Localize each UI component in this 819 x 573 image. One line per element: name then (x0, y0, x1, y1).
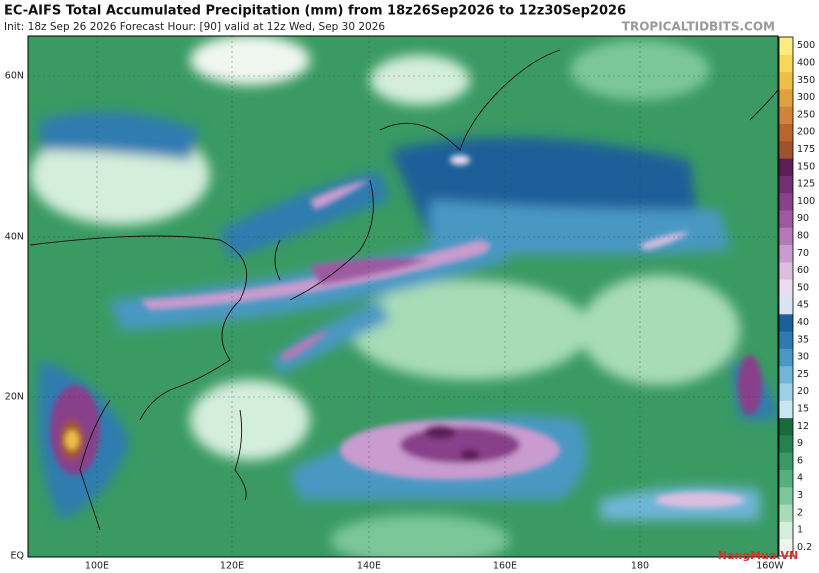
colorbar-label: 70 (797, 248, 809, 259)
colorbar-cell (779, 88, 793, 107)
graticule (28, 36, 778, 557)
colorbar-cell (779, 400, 793, 419)
colorbar-cell (779, 210, 793, 228)
colorbar-cell (779, 331, 793, 349)
colorbar-label: 25 (797, 369, 809, 380)
colorbar-label: 6 (797, 455, 803, 466)
colorbar-label: 125 (797, 179, 815, 190)
colorbar-label: 45 (797, 300, 809, 311)
colorbar-cell (779, 140, 793, 159)
colorbar-cell (779, 192, 793, 211)
colorbar-label: 350 (797, 75, 815, 86)
colorbar-cell (779, 383, 793, 401)
colorbar-label: 15 (797, 403, 809, 414)
map-subtitle: Init: 18z Sep 26 2026 Forecast Hour: [90… (4, 21, 385, 33)
colorbar-cell (779, 37, 793, 55)
colorbar-cell (779, 417, 793, 436)
lon-label: 180 (631, 561, 649, 572)
colorbar-label: 3 (797, 490, 803, 501)
colorbar-cell (779, 106, 793, 124)
lat-label: 60N (5, 71, 24, 82)
colorbar-label: 250 (797, 109, 815, 120)
colorbar-cell (779, 504, 793, 522)
map-frame (27, 35, 779, 558)
map-title: EC-AIFS Total Accumulated Precipitation … (4, 4, 626, 19)
colorbar-label: 9 (797, 438, 803, 449)
colorbar-cell (779, 71, 793, 90)
colorbar-cell (779, 521, 793, 540)
lat-label: 20N (5, 392, 24, 403)
colorbar-cell (779, 244, 793, 263)
colorbar-cell (779, 261, 793, 280)
colorbar: 0.21234691215202530354045506070809010012… (778, 36, 815, 557)
lon-label: 100E (85, 561, 109, 572)
colorbar-label: 35 (797, 334, 809, 345)
colorbar-label: 100 (797, 196, 815, 207)
colorbar-label: 2 (797, 507, 803, 518)
colorbar-cell (779, 227, 793, 246)
colorbar-cell (779, 175, 793, 194)
colorbar-label: 80 (797, 230, 809, 241)
lat-label: EQ (11, 551, 24, 562)
colorbar-label: 50 (797, 282, 809, 293)
colorbar-label: 20 (797, 386, 809, 397)
colorbar-label: 400 (797, 57, 815, 68)
precip-field (28, 36, 778, 557)
lon-label: 140E (357, 561, 381, 572)
colorbar-cell (779, 348, 793, 367)
colorbar-label: 300 (797, 92, 815, 103)
colorbar-label: 90 (797, 213, 809, 224)
colorbar-label: 200 (797, 127, 815, 138)
colorbar-frame (778, 36, 794, 557)
source-label: TROPICALTIDBITS.COM (622, 20, 775, 34)
colorbar-label: 175 (797, 144, 815, 155)
colorbar-label: 60 (797, 265, 809, 276)
colorbar-cell (779, 469, 793, 488)
colorbar-cell (779, 538, 793, 557)
lon-label: 120E (220, 561, 244, 572)
axis-labels: 60N 40N 20N EQ 100E 120E 140E 160E 180 160W (5, 71, 785, 572)
colorbar-cell (779, 452, 793, 470)
colorbar-cell (779, 365, 793, 384)
colorbar-label: 40 (797, 317, 809, 328)
lon-label: 160E (493, 561, 517, 572)
lat-label: 40N (5, 232, 24, 243)
watermark: NangMua.VN (718, 549, 798, 562)
colorbar-cell (779, 296, 793, 315)
lon-label: 160W (756, 561, 784, 572)
colorbar-cell (779, 486, 793, 505)
colorbar-label: 150 (797, 161, 815, 172)
colorbar-cell (779, 54, 793, 73)
colorbar-label: 12 (797, 421, 809, 432)
colorbar-cell (779, 313, 793, 332)
colorbar-cell (779, 279, 793, 297)
colorbar-label: 500 (797, 40, 815, 51)
coastlines (29, 49, 778, 531)
colorbar-cell (779, 123, 793, 142)
colorbar-label: 0.2 (797, 542, 812, 553)
colorbar-label: 4 (797, 473, 803, 484)
colorbar-label: 30 (797, 352, 809, 363)
colorbar-cell (779, 434, 793, 453)
colorbar-cell (779, 158, 793, 176)
colorbar-label: 1 (797, 525, 803, 536)
